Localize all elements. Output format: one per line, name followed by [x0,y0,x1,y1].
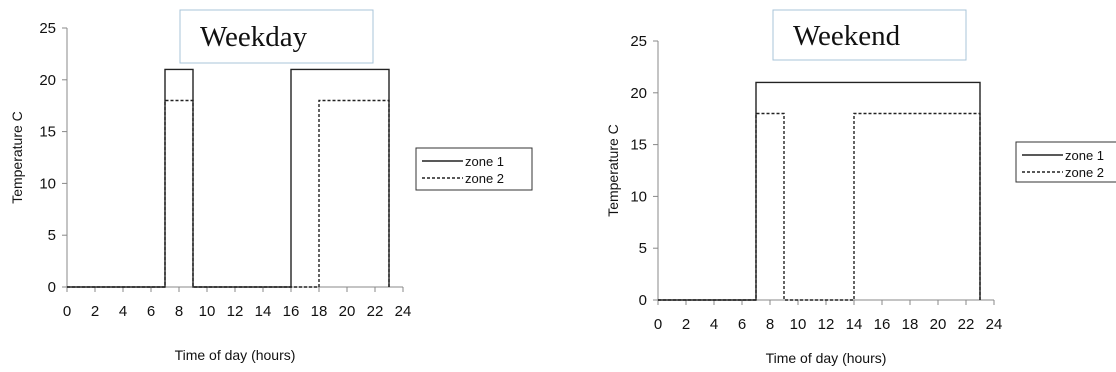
series-line-zone-2 [658,112,981,301]
x-tick-label: 22 [367,303,384,320]
x-tick-label: 4 [119,303,127,320]
x-tick-label: 14 [255,303,272,320]
chart-title-box [179,9,374,64]
series-line-zone-2 [67,99,390,288]
y-tick-label: 15 [630,137,647,154]
x-tick-label: 16 [283,303,300,320]
legend-label: zone 1 [465,154,504,169]
x-tick-label: 24 [395,303,412,320]
x-tick-label: 6 [738,316,746,333]
legend-box [415,147,533,191]
x-tick-label: 20 [339,303,356,320]
x-tick-label: 12 [818,316,835,333]
y-tick-label: 5 [639,240,647,257]
x-tick-label: 8 [175,303,183,320]
y-axis-label: Temperature C [605,124,621,217]
y-tick-label: 10 [39,175,56,192]
x-tick-label: 6 [147,303,155,320]
chart-title: Weekend [793,20,901,52]
legend-box [1015,141,1116,183]
x-tick-label: 10 [199,303,216,320]
x-tick-label: 22 [958,316,975,333]
legend: zone 1 zone 2 [1015,141,1116,183]
y-tick-label: 20 [39,72,56,89]
x-tick-label: 10 [790,316,807,333]
y-axis-label: Temperature C [9,111,25,204]
x-tick-label: 8 [766,316,774,333]
x-tick-label: 16 [874,316,891,333]
x-tick-label: 0 [63,303,71,320]
chart-title-box [772,9,967,61]
y-tick-label: 20 [630,85,647,102]
y-tick-label: 10 [630,188,647,205]
y-tick-label: 25 [630,33,647,50]
chart-title: Weekday [200,21,308,53]
y-tick-label: 5 [48,227,56,244]
x-tick-label: 20 [930,316,947,333]
x-axis-label: Time of day (hours) [766,350,887,366]
x-tick-label: 18 [311,303,328,320]
x-tick-label: 12 [227,303,244,320]
legend-label: zone 2 [465,171,504,186]
y-tick-label: 15 [39,124,56,141]
y-tick-label: 0 [48,279,56,296]
series-line-zone-1 [67,68,390,288]
x-axis-label: Time of day (hours) [175,347,296,363]
legend-label: zone 1 [1065,148,1104,163]
x-tick-label: 2 [682,316,690,333]
legend-label: zone 2 [1065,165,1104,180]
x-tick-label: 2 [91,303,99,320]
y-tick-label: 25 [39,20,56,37]
y-tick-label: 0 [639,292,647,309]
x-tick-label: 18 [902,316,919,333]
series-line-zone-1 [658,81,981,301]
x-tick-label: 24 [986,316,1003,333]
x-tick-label: 0 [654,316,662,333]
x-tick-label: 14 [846,316,863,333]
legend: zone 1 zone 2 [415,147,533,191]
x-tick-label: 4 [710,316,718,333]
